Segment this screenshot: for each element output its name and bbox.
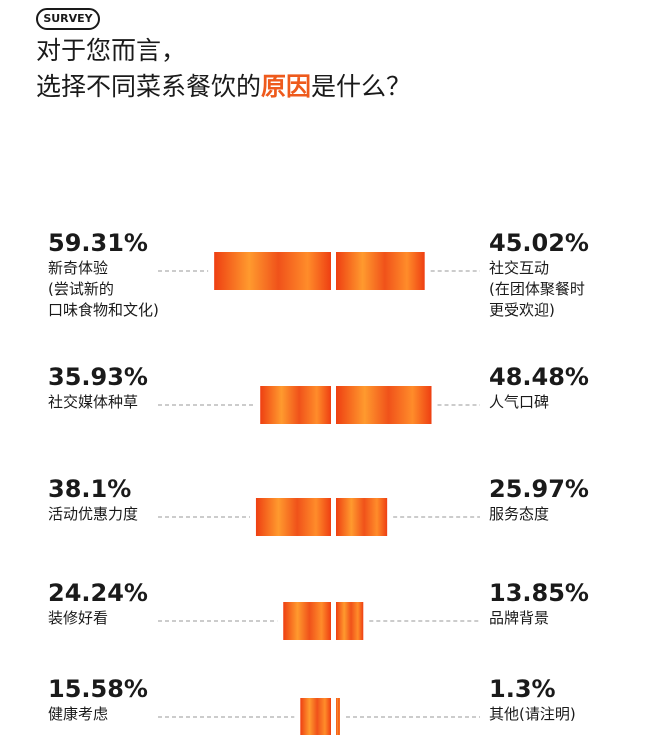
right-value-label: 25.97% <box>489 475 589 503</box>
left-category-label: 社交媒体种草 <box>48 393 138 411</box>
right-category-label: 其他(请注明) <box>489 705 576 723</box>
right-category-label: 更受欢迎) <box>489 301 555 319</box>
left-value-label: 59.31% <box>48 229 148 257</box>
title-text-end: 是什么？ <box>311 72 412 101</box>
left-category-label: 活动优惠力度 <box>48 505 138 523</box>
title-highlight: 原因 <box>261 72 312 101</box>
title-text: 选择不同菜系餐饮的 <box>36 72 262 101</box>
bar-left <box>260 386 331 424</box>
left-value-label: 35.93% <box>48 363 148 391</box>
survey-badge: SURVEY <box>36 8 100 30</box>
bar-right <box>336 252 425 290</box>
right-category-label: 社交互动 <box>489 259 549 277</box>
bar-left <box>300 698 331 735</box>
left-category-label: 新奇体验 <box>48 259 108 277</box>
right-value-label: 1.3% <box>489 675 556 703</box>
left-category-label: 口味食物和文化) <box>48 301 159 319</box>
page-title-line-1: 对于您而言， <box>36 36 187 65</box>
right-value-label: 13.85% <box>489 579 589 607</box>
right-category-label: 品牌背景 <box>489 609 549 627</box>
left-value-label: 24.24% <box>48 579 148 607</box>
right-value-label: 48.48% <box>489 363 589 391</box>
bar-right <box>336 698 340 735</box>
right-category-label: (在团体聚餐时 <box>489 280 585 298</box>
bar-left <box>214 252 331 290</box>
right-category-label: 人气口碑 <box>489 393 549 411</box>
bar-left <box>255 498 331 536</box>
bar-right <box>336 498 388 536</box>
right-value-label: 45.02% <box>489 229 589 257</box>
left-value-label: 15.58% <box>48 675 148 703</box>
page-title-line-2: 选择不同菜系餐饮的原因是什么？ <box>36 70 411 104</box>
left-value-label: 38.1% <box>48 475 131 503</box>
right-category-label: 服务态度 <box>489 505 549 523</box>
bar-right <box>336 386 432 424</box>
left-category-label: (尝试新的 <box>48 280 114 298</box>
bar-left <box>283 602 331 640</box>
left-category-label: 装修好看 <box>48 609 108 627</box>
left-category-label: 健康考虑 <box>48 705 108 723</box>
bar-right <box>336 602 364 640</box>
